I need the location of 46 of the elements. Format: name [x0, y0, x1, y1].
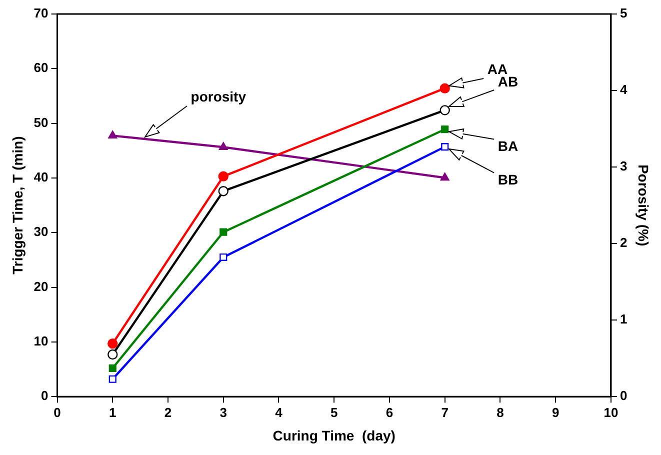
point — [218, 142, 228, 150]
y2-tick-label: 2 — [620, 235, 628, 250]
x-tick-label: 4 — [275, 404, 284, 420]
annotation: porosity — [190, 88, 246, 105]
y-tick-label: 0 — [41, 388, 48, 404]
x-tick-label: 8 — [496, 404, 504, 420]
x-tick-label: 3 — [220, 404, 227, 420]
y-tick-label: 60 — [34, 60, 48, 76]
y2-axis-title: Porosity (%) — [636, 164, 652, 246]
annotation: BA — [498, 138, 518, 154]
point — [218, 171, 228, 182]
point — [440, 172, 450, 181]
point — [108, 375, 116, 383]
point — [108, 349, 118, 360]
point — [220, 253, 228, 262]
point — [441, 126, 449, 134]
y2-tick-label: 0 — [620, 388, 628, 404]
y-tick-label: 40 — [34, 170, 48, 185]
y-tick-label: 50 — [34, 114, 48, 130]
point — [440, 83, 450, 94]
y2-tick-label: 1 — [620, 312, 628, 327]
annotation: BB — [498, 172, 518, 188]
point — [108, 130, 118, 139]
x-tick-label: 6 — [386, 404, 394, 420]
y-tick-label: 30 — [34, 224, 48, 240]
x-tick-label: 1 — [109, 404, 116, 420]
x-tick-label: 9 — [552, 404, 560, 420]
y-axis-title: Trigger Time, T (min) — [9, 136, 26, 274]
point — [108, 338, 118, 349]
x-tick-label: 7 — [441, 404, 448, 420]
y2-tick-label: 4 — [620, 82, 628, 98]
x-tick-label: 10 — [604, 404, 618, 420]
y2-tick-label: 5 — [620, 6, 628, 21]
x-tick-label: 0 — [54, 404, 61, 420]
x-axis-title: Curing Time (day) — [272, 427, 396, 444]
x-tick-label: 2 — [164, 404, 172, 420]
point — [440, 105, 450, 116]
y-tick-label: 20 — [34, 278, 48, 294]
y-tick-label: 10 — [34, 334, 48, 349]
point — [441, 143, 449, 151]
point — [108, 364, 116, 372]
point — [218, 186, 228, 196]
y2-tick-label: 3 — [620, 158, 628, 174]
y-tick-label: 70 — [34, 6, 48, 21]
point — [220, 228, 228, 236]
x-tick-label: 5 — [330, 404, 338, 420]
